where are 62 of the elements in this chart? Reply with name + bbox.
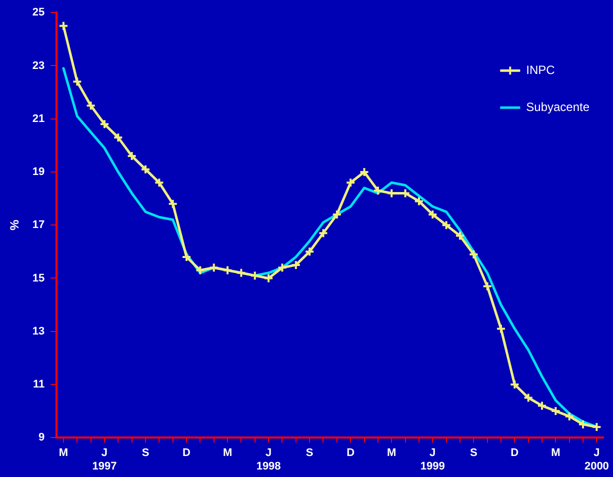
point <box>208 262 219 273</box>
point <box>468 249 479 260</box>
x-tick-label: J 1997 <box>92 447 117 472</box>
x-tick-label: D <box>346 447 355 460</box>
point <box>72 76 82 87</box>
legend-label: Subyacente <box>526 100 590 114</box>
point <box>428 209 438 220</box>
point <box>250 270 260 281</box>
x-tick-label: J 1998 <box>256 447 281 472</box>
y-tick-label: 25 <box>32 6 45 19</box>
point <box>578 419 588 430</box>
point <box>510 379 520 390</box>
point <box>359 166 370 177</box>
y-tick-label: 11 <box>32 378 45 391</box>
x-tick-label: J 1999 <box>420 447 445 472</box>
point <box>496 324 506 334</box>
point <box>482 281 492 292</box>
point <box>441 220 452 230</box>
point <box>182 252 192 262</box>
x-tick-label: J 2000 <box>584 447 609 472</box>
point <box>454 230 465 241</box>
point <box>290 260 301 270</box>
point <box>346 178 356 188</box>
point <box>318 228 328 238</box>
x-tick-label: S <box>306 447 314 460</box>
x-tick-label: D <box>510 447 519 460</box>
x-tick-label: M <box>551 447 560 460</box>
point <box>99 119 110 130</box>
y-tick-label: 23 <box>32 60 45 72</box>
legend-label: INPC <box>526 62 556 77</box>
y-tick-label: 13 <box>32 325 45 338</box>
point <box>537 400 547 411</box>
x-tick-label: S <box>142 447 150 460</box>
point <box>332 209 342 220</box>
y-tick-label: 9 <box>38 432 45 444</box>
point <box>564 411 574 422</box>
point <box>550 406 561 416</box>
point <box>414 196 424 206</box>
point <box>168 198 178 209</box>
point <box>154 178 164 188</box>
point <box>222 265 233 276</box>
x-tick-label: S <box>470 447 478 460</box>
x-tick-label: M <box>58 447 68 460</box>
point <box>86 100 96 111</box>
y-tick-label: 21 <box>32 112 45 125</box>
y-tick-label: 17 <box>32 219 45 232</box>
point <box>236 268 246 278</box>
point <box>277 262 288 273</box>
point <box>195 265 206 276</box>
point <box>140 164 151 174</box>
x-tick-label: D <box>182 447 191 460</box>
point <box>113 132 124 142</box>
point <box>523 392 534 403</box>
x-tick-label: M <box>222 447 232 460</box>
point <box>372 186 383 196</box>
point <box>304 246 315 257</box>
x-tick-label: M <box>387 447 396 460</box>
point <box>264 273 274 284</box>
y-tick-label: 15 <box>32 272 45 284</box>
point <box>126 151 137 162</box>
y-axis-title: % <box>8 219 22 230</box>
y-tick-label: 19 <box>32 166 45 178</box>
